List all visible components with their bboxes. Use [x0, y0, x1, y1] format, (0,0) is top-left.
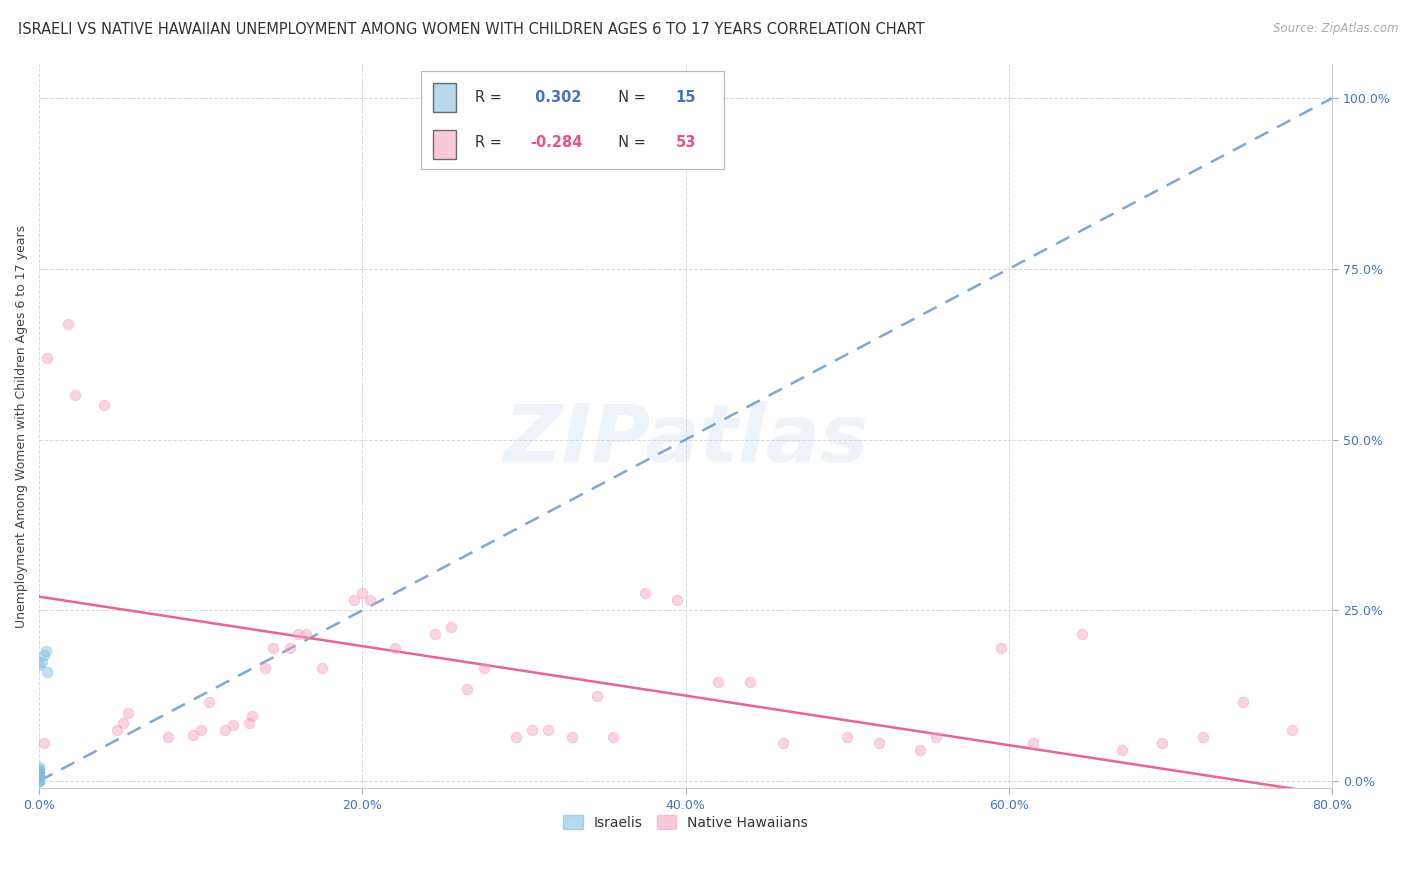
Point — [1070, 627, 1092, 641]
Point — [740, 675, 762, 690]
Point — [384, 640, 406, 655]
Point — [214, 723, 236, 737]
Text: Source: ZipAtlas.com: Source: ZipAtlas.com — [1274, 22, 1399, 36]
Point — [117, 706, 139, 720]
Point — [837, 730, 859, 744]
Text: ISRAELI VS NATIVE HAWAIIAN UNEMPLOYMENT AMONG WOMEN WITH CHILDREN AGES 6 TO 17 Y: ISRAELI VS NATIVE HAWAIIAN UNEMPLOYMENT … — [18, 22, 925, 37]
Point — [1111, 743, 1133, 757]
Point — [28, 764, 51, 778]
Point — [37, 351, 59, 365]
Point — [28, 774, 51, 789]
Text: ZIPatlas: ZIPatlas — [503, 401, 868, 479]
Point — [222, 718, 245, 732]
Point — [28, 767, 51, 781]
Point — [294, 627, 316, 641]
Point — [238, 715, 260, 730]
Point — [28, 760, 51, 774]
Point — [869, 736, 891, 750]
Point — [1191, 730, 1213, 744]
Point — [112, 715, 135, 730]
Point — [181, 728, 204, 742]
Point — [343, 593, 366, 607]
Point — [105, 723, 128, 737]
Point — [58, 317, 80, 331]
Point — [28, 774, 51, 789]
Point — [707, 675, 730, 690]
Point — [311, 661, 333, 675]
Point — [198, 696, 221, 710]
Point — [63, 388, 86, 402]
Point — [456, 681, 478, 696]
Point — [602, 730, 624, 744]
Point — [472, 661, 495, 675]
Point — [1152, 736, 1174, 750]
Point — [28, 774, 51, 789]
Point — [666, 593, 689, 607]
Point — [585, 689, 607, 703]
Point — [157, 730, 180, 744]
Point — [1022, 736, 1045, 750]
Point — [254, 661, 277, 675]
Point — [190, 723, 212, 737]
Point — [423, 627, 446, 641]
Point — [520, 723, 543, 737]
Point — [28, 762, 51, 776]
Point — [990, 640, 1012, 655]
Point — [28, 657, 51, 672]
Point — [1232, 696, 1254, 710]
Point — [561, 730, 583, 744]
Point — [28, 765, 51, 780]
Point — [31, 655, 53, 669]
Point — [287, 627, 309, 641]
Point — [32, 736, 55, 750]
Point — [28, 768, 51, 782]
Point — [908, 743, 931, 757]
Point — [262, 640, 284, 655]
Point — [634, 586, 657, 600]
Point — [37, 665, 59, 679]
Point — [537, 723, 560, 737]
Point — [93, 399, 115, 413]
Point — [505, 730, 527, 744]
Point — [278, 640, 301, 655]
Point — [352, 586, 374, 600]
Point — [925, 730, 948, 744]
Point — [34, 644, 56, 658]
Point — [32, 648, 55, 662]
Point — [28, 771, 51, 785]
Y-axis label: Unemployment Among Women with Children Ages 6 to 17 years: Unemployment Among Women with Children A… — [15, 225, 28, 627]
Point — [440, 620, 463, 634]
Point — [1281, 723, 1303, 737]
Point — [242, 709, 264, 723]
Point — [359, 593, 381, 607]
Point — [772, 736, 794, 750]
Legend: Israelis, Native Hawaiians: Israelis, Native Hawaiians — [558, 810, 814, 835]
